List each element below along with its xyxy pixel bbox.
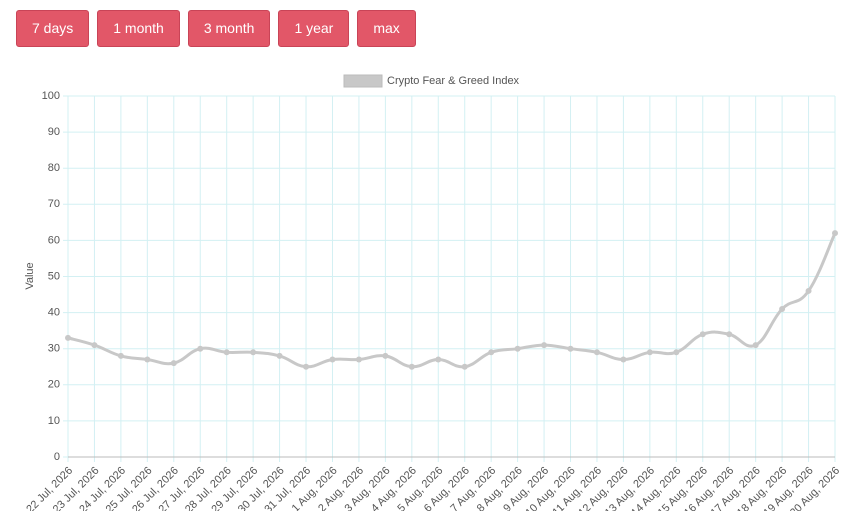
y-tick-label: 90 (48, 126, 60, 138)
y-tick-label: 50 (48, 270, 60, 282)
y-tick-label: 70 (48, 198, 60, 210)
point (382, 352, 389, 359)
y-tick-label: 100 (42, 90, 60, 102)
point (461, 363, 468, 370)
point (303, 363, 310, 370)
point (117, 352, 124, 359)
y-tick-label: 0 (54, 451, 60, 463)
point (673, 349, 680, 356)
y-tick-label: 20 (48, 379, 60, 391)
point (223, 349, 230, 356)
range-button[interactable]: 1 month (97, 10, 180, 47)
point (514, 345, 521, 352)
point (435, 356, 442, 363)
y-tick-label: 40 (48, 307, 60, 319)
series-line (67, 232, 837, 369)
y-tick-label: 10 (48, 415, 60, 427)
range-button[interactable]: max (357, 10, 416, 47)
point (752, 342, 759, 349)
y-axis-label: Value (24, 262, 36, 289)
range-button[interactable]: 7 days (16, 10, 90, 47)
point (170, 360, 177, 367)
range-button[interactable]: 3 month (187, 10, 271, 47)
y-tick-label: 60 (48, 234, 60, 246)
point (620, 356, 627, 363)
point (832, 230, 838, 237)
point (144, 356, 151, 363)
point (779, 305, 786, 312)
point (541, 342, 548, 349)
point (250, 349, 257, 356)
y-tick-label: 80 (48, 162, 60, 174)
point (91, 342, 98, 349)
point (197, 345, 204, 352)
point (329, 356, 336, 363)
range-button[interactable]: 1 year (278, 10, 350, 47)
point (65, 334, 71, 341)
point (699, 331, 706, 338)
point (805, 287, 812, 294)
legend-swatch (343, 74, 383, 88)
y-tick-label: 30 (48, 343, 60, 355)
point (276, 352, 283, 359)
point (726, 331, 733, 338)
point (593, 349, 600, 356)
point (646, 349, 653, 356)
point (488, 349, 495, 356)
point (567, 345, 574, 352)
point (408, 363, 415, 370)
legend-label: Crypto Fear & Greed Index (387, 75, 520, 87)
point (355, 356, 362, 363)
range-buttons: 7 days 1 month 3 month 1 year max (16, 10, 416, 47)
